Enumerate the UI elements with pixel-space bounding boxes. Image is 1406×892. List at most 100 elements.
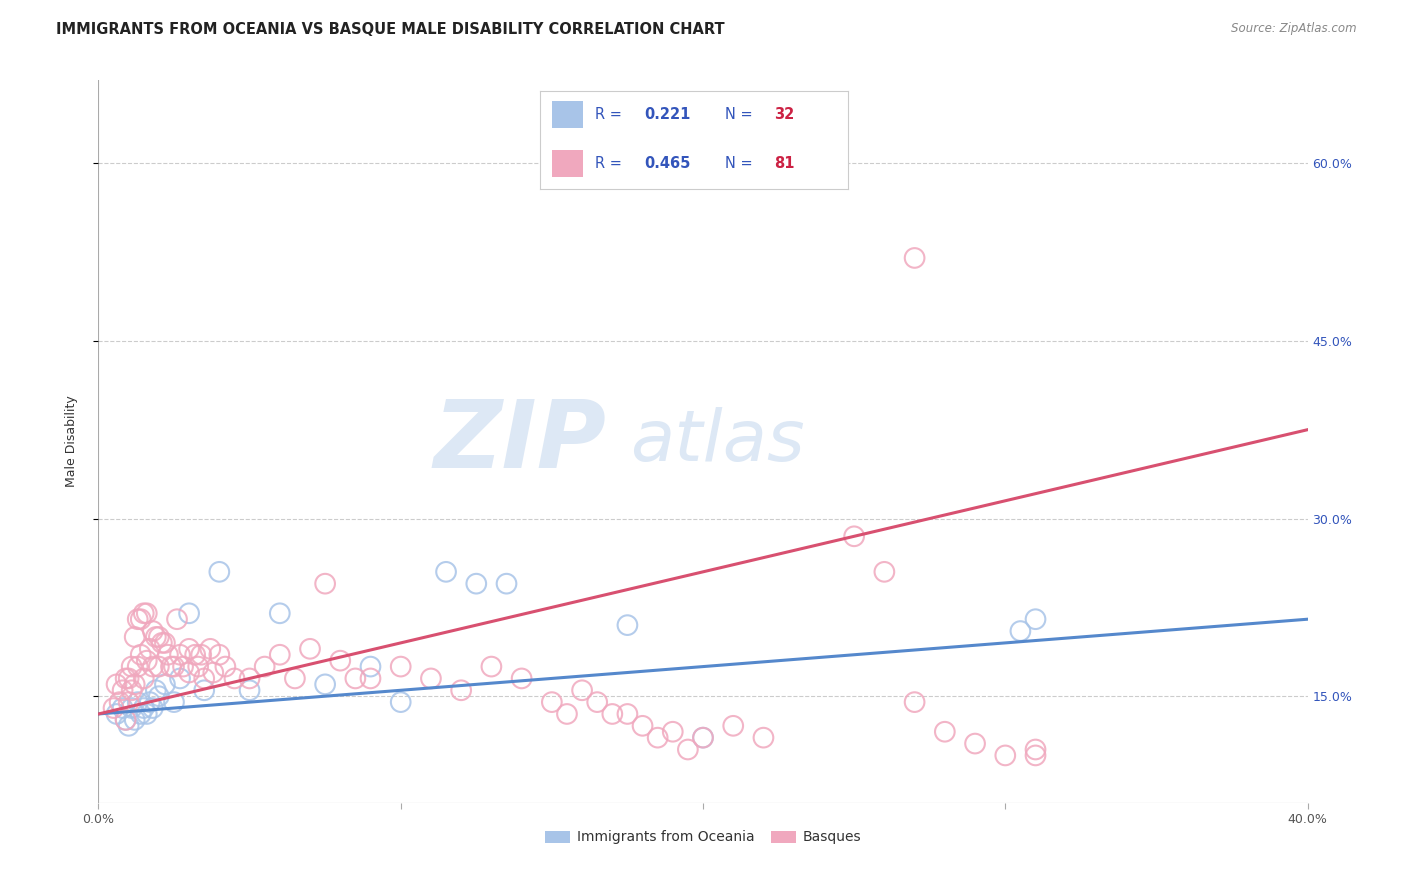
Point [148,689,170,703]
Point [129,706,152,721]
Point [118,695,141,709]
Point [661,724,683,739]
Point [163,695,186,709]
Point [179,665,201,680]
Legend: Immigrants from Oceania, Basques: Immigrants from Oceania, Basques [538,825,868,850]
Point [127,659,149,673]
Point [172,659,194,673]
Point [124,713,146,727]
Point [202,665,225,680]
Point [142,624,165,638]
Point [114,713,136,727]
Point [103,701,125,715]
Point [1010,624,1032,638]
Point [904,251,927,265]
Point [360,672,382,686]
Text: Source: ZipAtlas.com: Source: ZipAtlas.com [1232,22,1357,36]
Point [676,742,699,756]
Point [163,659,186,673]
Point [169,672,191,686]
Point [360,659,382,673]
Point [150,636,173,650]
Point [129,612,152,626]
Point [124,677,146,691]
Point [269,607,291,621]
Point [631,719,654,733]
Point [224,672,246,686]
Point [239,683,262,698]
Point [114,713,136,727]
Point [132,701,155,715]
Point [132,607,155,621]
Point [904,695,927,709]
Point [169,648,191,662]
Point [495,576,517,591]
Point [193,683,215,698]
Point [135,654,157,668]
Point [135,706,157,721]
Point [723,719,745,733]
Point [239,672,262,686]
Point [111,701,134,715]
Point [1024,748,1046,763]
Point [389,695,412,709]
Point [844,529,866,543]
Point [965,737,987,751]
Point [510,672,533,686]
Point [540,695,562,709]
Point [190,648,212,662]
Point [124,630,146,644]
Point [156,648,179,662]
Point [129,648,152,662]
Text: ZIP: ZIP [433,395,606,488]
Point [389,659,412,673]
Point [284,672,307,686]
Point [114,672,136,686]
Point [145,683,167,698]
Point [184,648,207,662]
Point [214,659,236,673]
Point [193,672,215,686]
Point [752,731,775,745]
Point [208,648,231,662]
Point [873,565,896,579]
Point [692,731,714,745]
Point [153,677,176,691]
Point [434,565,457,579]
Point [142,659,165,673]
Point [153,636,176,650]
Point [111,683,134,698]
Point [555,706,578,721]
Point [1024,742,1046,756]
Point [148,659,170,673]
Point [139,695,162,709]
Point [179,607,201,621]
Point [450,683,472,698]
Point [148,630,170,644]
Point [1024,612,1046,626]
Point [187,659,209,673]
Y-axis label: Male Disability: Male Disability [65,396,77,487]
Point [145,630,167,644]
Point [465,576,488,591]
Point [934,724,956,739]
Point [329,654,352,668]
Point [166,612,188,626]
Point [420,672,443,686]
Point [121,659,143,673]
Point [160,659,183,673]
Point [994,748,1017,763]
Point [481,659,503,673]
Point [139,641,162,656]
Point [127,612,149,626]
Point [314,576,336,591]
Point [344,672,367,686]
Point [121,683,143,698]
Point [105,706,128,721]
Point [132,672,155,686]
Point [108,695,131,709]
Text: IMMIGRANTS FROM OCEANIA VS BASQUE MALE DISABILITY CORRELATION CHART: IMMIGRANTS FROM OCEANIA VS BASQUE MALE D… [56,22,725,37]
Point [121,701,143,715]
Point [208,565,231,579]
Point [127,695,149,709]
